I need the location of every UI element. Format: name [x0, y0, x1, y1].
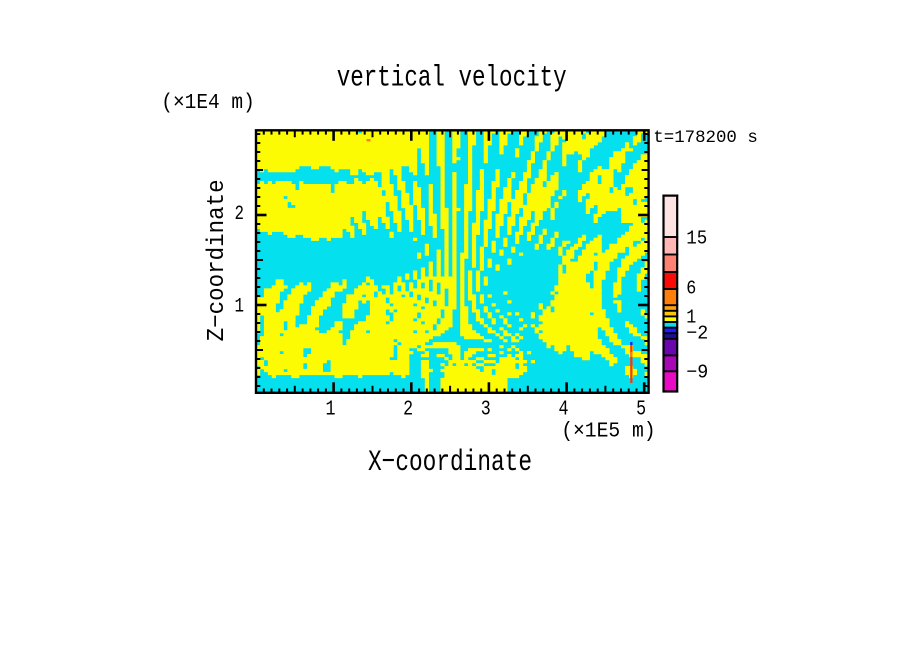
- svg-text:6: 6: [686, 277, 696, 299]
- svg-text:−2: −2: [686, 322, 708, 344]
- svg-text:X−coordinate: X−coordinate: [368, 446, 532, 480]
- svg-text:15: 15: [686, 227, 707, 249]
- svg-text:1: 1: [326, 398, 336, 421]
- svg-text:−9: −9: [686, 362, 708, 384]
- svg-text:3: 3: [481, 398, 491, 421]
- svg-text:(×1E5 m): (×1E5 m): [561, 421, 656, 444]
- svg-text:(×1E4 m): (×1E4 m): [161, 92, 255, 115]
- svg-text:Z−coordinate: Z−coordinate: [204, 179, 231, 341]
- svg-text:t=178200 s: t=178200 s: [653, 129, 758, 148]
- svg-text:1: 1: [235, 296, 245, 319]
- svg-text:2: 2: [403, 398, 413, 421]
- svg-text:1: 1: [686, 306, 696, 328]
- svg-text:5: 5: [636, 398, 646, 421]
- svg-text:4: 4: [558, 398, 568, 421]
- svg-text:2: 2: [235, 203, 245, 226]
- svg-text:vertical velocity: vertical velocity: [337, 61, 567, 95]
